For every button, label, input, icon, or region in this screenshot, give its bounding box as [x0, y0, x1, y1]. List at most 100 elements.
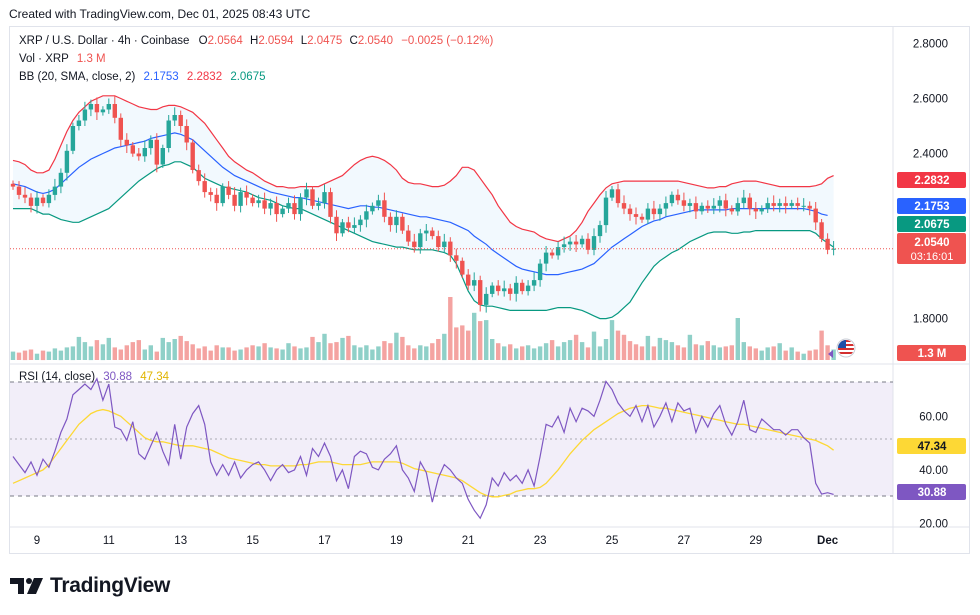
candle[interactable]	[364, 204, 369, 228]
candle[interactable]	[442, 233, 447, 253]
candle[interactable]	[502, 280, 507, 297]
candle[interactable]	[424, 224, 429, 241]
candle[interactable]	[747, 193, 752, 216]
chart-panel[interactable]: 2.8000 2.6000 2.4000 1.8000 60.00 40.00 20.00 9…	[9, 26, 970, 554]
candle[interactable]	[663, 196, 669, 217]
candle[interactable]	[496, 280, 501, 296]
candle[interactable]	[484, 287, 489, 313]
candle[interactable]	[699, 202, 704, 215]
event-arrow-icon[interactable]	[828, 350, 833, 358]
candle[interactable]	[591, 228, 597, 256]
candle[interactable]	[412, 233, 417, 253]
candle[interactable]	[831, 241, 836, 256]
candle[interactable]	[573, 235, 579, 252]
candle[interactable]	[561, 236, 567, 253]
candle[interactable]	[585, 233, 591, 255]
candle[interactable]	[64, 144, 70, 181]
candle[interactable]	[615, 183, 621, 208]
candle[interactable]	[88, 99, 94, 117]
candle[interactable]	[100, 106, 106, 116]
candle[interactable]	[238, 187, 243, 213]
candle[interactable]	[274, 196, 279, 222]
candle[interactable]	[687, 198, 693, 213]
candle[interactable]	[40, 194, 46, 207]
candle[interactable]	[789, 199, 794, 210]
candle[interactable]	[82, 101, 88, 126]
candle[interactable]	[741, 189, 746, 209]
candle[interactable]	[813, 202, 818, 230]
candle[interactable]	[627, 204, 633, 221]
candle[interactable]	[70, 122, 76, 155]
candle[interactable]	[729, 205, 734, 215]
candle[interactable]	[166, 115, 171, 153]
candle[interactable]	[603, 191, 609, 233]
candle[interactable]	[807, 201, 812, 216]
candle[interactable]	[783, 196, 788, 214]
candle[interactable]	[514, 276, 519, 302]
candle[interactable]	[597, 220, 603, 243]
candle[interactable]	[286, 197, 291, 213]
candle[interactable]	[76, 115, 82, 131]
candle[interactable]	[280, 205, 285, 218]
candle[interactable]	[406, 225, 411, 246]
candle[interactable]	[508, 283, 513, 301]
candle[interactable]	[549, 249, 555, 259]
candle[interactable]	[448, 237, 453, 262]
candle[interactable]	[172, 107, 177, 126]
candle[interactable]	[819, 219, 824, 243]
candle[interactable]	[292, 195, 297, 220]
candle[interactable]	[22, 187, 28, 204]
candle[interactable]	[717, 195, 722, 213]
candle[interactable]	[214, 188, 219, 211]
candle[interactable]	[268, 198, 273, 216]
candle[interactable]	[16, 181, 22, 200]
candle[interactable]	[723, 193, 728, 217]
candle[interactable]	[370, 202, 375, 215]
candle[interactable]	[112, 96, 117, 124]
candle[interactable]	[801, 198, 806, 212]
candle[interactable]	[106, 98, 111, 114]
candle[interactable]	[567, 237, 573, 251]
chart-canvas[interactable]: 2.8000 2.6000 2.4000 1.8000 60.00 40.00 20.00 9…	[10, 27, 969, 553]
candle[interactable]	[196, 164, 201, 186]
candle[interactable]	[478, 275, 483, 312]
candle[interactable]	[376, 194, 381, 211]
candle[interactable]	[304, 182, 309, 206]
candle[interactable]	[124, 133, 129, 153]
candle[interactable]	[118, 113, 123, 147]
candle[interactable]	[621, 195, 627, 215]
candle[interactable]	[430, 227, 435, 240]
candle[interactable]	[490, 282, 495, 298]
candle[interactable]	[400, 213, 405, 234]
candle[interactable]	[525, 280, 531, 296]
candle[interactable]	[130, 142, 135, 157]
rsi-legend[interactable]: RSI (14, close) 30.88 47.34	[19, 371, 170, 383]
candle[interactable]	[232, 187, 237, 212]
candle[interactable]	[346, 216, 351, 233]
candle[interactable]	[579, 235, 585, 248]
candle[interactable]	[136, 148, 141, 161]
candle[interactable]	[190, 139, 195, 174]
candle[interactable]	[208, 187, 213, 202]
candle[interactable]	[520, 279, 525, 295]
candle[interactable]	[352, 217, 357, 234]
candle[interactable]	[711, 198, 716, 215]
candle[interactable]	[58, 168, 64, 194]
candle[interactable]	[693, 196, 699, 220]
candle[interactable]	[94, 97, 100, 120]
candle[interactable]	[394, 210, 399, 233]
candle[interactable]	[825, 233, 830, 255]
candle[interactable]	[178, 110, 183, 133]
us-flag-icon[interactable]	[836, 338, 856, 358]
candle[interactable]	[46, 189, 52, 208]
candle[interactable]	[771, 195, 776, 212]
candle[interactable]	[52, 178, 58, 201]
candle[interactable]	[753, 202, 758, 219]
candle[interactable]	[316, 197, 321, 211]
candle[interactable]	[675, 189, 681, 205]
candle[interactable]	[735, 197, 740, 216]
candle[interactable]	[759, 205, 764, 215]
candle[interactable]	[358, 215, 363, 232]
price-legend[interactable]: XRP / U.S. Dollar · 4h · Coinbase O2.056…	[19, 35, 493, 47]
candle[interactable]	[298, 193, 303, 221]
